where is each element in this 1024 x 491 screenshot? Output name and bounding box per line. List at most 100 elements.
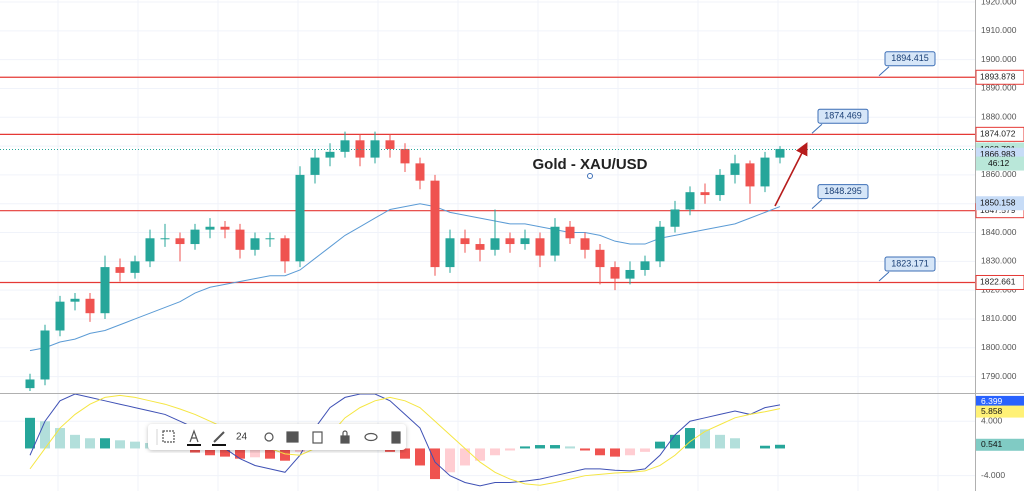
font-size[interactable]: 24 — [236, 432, 248, 443]
y-tick-label: 1810.000 — [981, 313, 1017, 323]
candle-body — [70, 298, 80, 302]
candle-body — [475, 244, 485, 250]
callout-label: 1848.295 — [824, 186, 862, 196]
level-tag — [975, 274, 1024, 290]
callout-leader — [878, 66, 890, 77]
y-tick-label: 1840.000 — [981, 227, 1017, 237]
y-tick-label: 1890.000 — [981, 83, 1017, 93]
macd-histogram-bar — [625, 448, 635, 456]
select-tool[interactable] — [162, 430, 175, 443]
macd-histogram-bar — [715, 434, 725, 449]
callout-box — [884, 256, 936, 272]
candle-body — [580, 238, 590, 250]
callout-label: 1823.171 — [891, 258, 929, 268]
candle-body — [730, 163, 740, 175]
style-tool[interactable] — [286, 431, 299, 443]
y-tick-label: 1900.000 — [981, 54, 1017, 64]
toolbar-icons — [156, 429, 401, 446]
price-tag — [976, 196, 1024, 211]
level-label: 1874.072 — [980, 129, 1016, 139]
macd-histogram-bar — [400, 448, 410, 459]
text-tool[interactable] — [189, 429, 199, 443]
settings[interactable] — [264, 432, 274, 442]
candle-body — [640, 261, 650, 270]
grid — [0, 0, 975, 491]
candle-body — [280, 238, 290, 262]
macd-histogram-bar — [460, 448, 470, 466]
price-label: 1850.158 — [980, 197, 1016, 207]
visibility[interactable] — [364, 432, 378, 442]
macd-histogram-bar — [100, 438, 110, 449]
candle-body — [160, 238, 170, 240]
macd-line — [29, 394, 781, 487]
toolbar-bg — [148, 424, 406, 450]
macd-tag — [976, 395, 1024, 408]
candle-body — [220, 226, 230, 230]
macd-tag — [976, 405, 1024, 418]
y-tick-label: 1920.000 — [981, 0, 1017, 6]
y-tick-label: 1790.000 — [981, 371, 1017, 381]
macd-histogram-bar — [25, 417, 35, 449]
y-tick-label: 1860.000 — [981, 169, 1017, 179]
candle-body — [85, 298, 95, 314]
macd-pane — [25, 394, 785, 487]
y-tick-label: 1880.000 — [981, 112, 1017, 122]
y-tick-label: 1830.000 — [981, 256, 1017, 266]
macd-histogram-bar — [550, 445, 560, 449]
callout-box — [884, 51, 936, 67]
callout-leader — [811, 199, 823, 209]
candle-body — [355, 140, 365, 158]
candle-body — [250, 238, 260, 250]
level-tag — [975, 126, 1024, 142]
level-tag — [975, 69, 1024, 85]
macd-histogram-bar — [445, 448, 455, 473]
candle-body — [145, 238, 155, 262]
macd-tag — [976, 438, 1024, 451]
level-label: 1822.661 — [980, 277, 1016, 287]
candle-body — [760, 157, 770, 187]
callout-label: 1894.415 — [891, 53, 929, 63]
candle-body — [610, 267, 620, 279]
candle-body — [520, 238, 530, 245]
candle-body — [745, 163, 755, 187]
signal-line — [29, 394, 781, 486]
candle-body — [625, 269, 635, 279]
price-label: 1866.983 — [980, 149, 1016, 159]
brush-tool[interactable] — [213, 431, 225, 443]
moving-average — [29, 203, 781, 352]
macd-histogram-bar — [475, 448, 485, 461]
lock[interactable] — [340, 435, 350, 444]
trend-arrow — [774, 142, 808, 207]
clone-tool[interactable] — [312, 431, 323, 444]
macd-tick-label: -4.000 — [981, 470, 1005, 480]
candle-body — [115, 267, 125, 273]
macd-histogram-bar — [55, 428, 65, 449]
chart-title: Gold - XAU/USD — [533, 156, 648, 173]
candle-body — [310, 157, 320, 175]
macd-histogram-bar — [580, 448, 590, 451]
toolbar — [148, 424, 406, 450]
macd-histogram-bar — [70, 434, 80, 449]
delete[interactable] — [391, 431, 401, 444]
macd-histogram-bar — [685, 428, 695, 449]
macd-histogram-bar — [280, 448, 290, 461]
candle-body — [415, 163, 425, 181]
callout-box — [817, 184, 869, 200]
macd-histogram-bar — [190, 448, 200, 453]
candle-body — [205, 226, 215, 230]
macd-label: 5.858 — [981, 406, 1003, 416]
macd-histogram-bar — [610, 448, 620, 457]
level-label: 1893.878 — [980, 72, 1016, 82]
macd-histogram-bar — [220, 448, 230, 457]
price-axis: 1790.0001800.0001810.0001820.0001830.000… — [975, 0, 1024, 480]
callout-box — [817, 108, 869, 124]
candle-body — [100, 267, 110, 314]
candle-body — [565, 226, 575, 239]
macd-histogram-bar — [775, 444, 785, 449]
y-tick-label: 1800.000 — [981, 342, 1017, 352]
macd-histogram-bar — [430, 448, 440, 480]
macd-histogram-bar — [40, 421, 50, 449]
candle-body — [700, 192, 710, 196]
macd-histogram-bar — [655, 441, 665, 449]
